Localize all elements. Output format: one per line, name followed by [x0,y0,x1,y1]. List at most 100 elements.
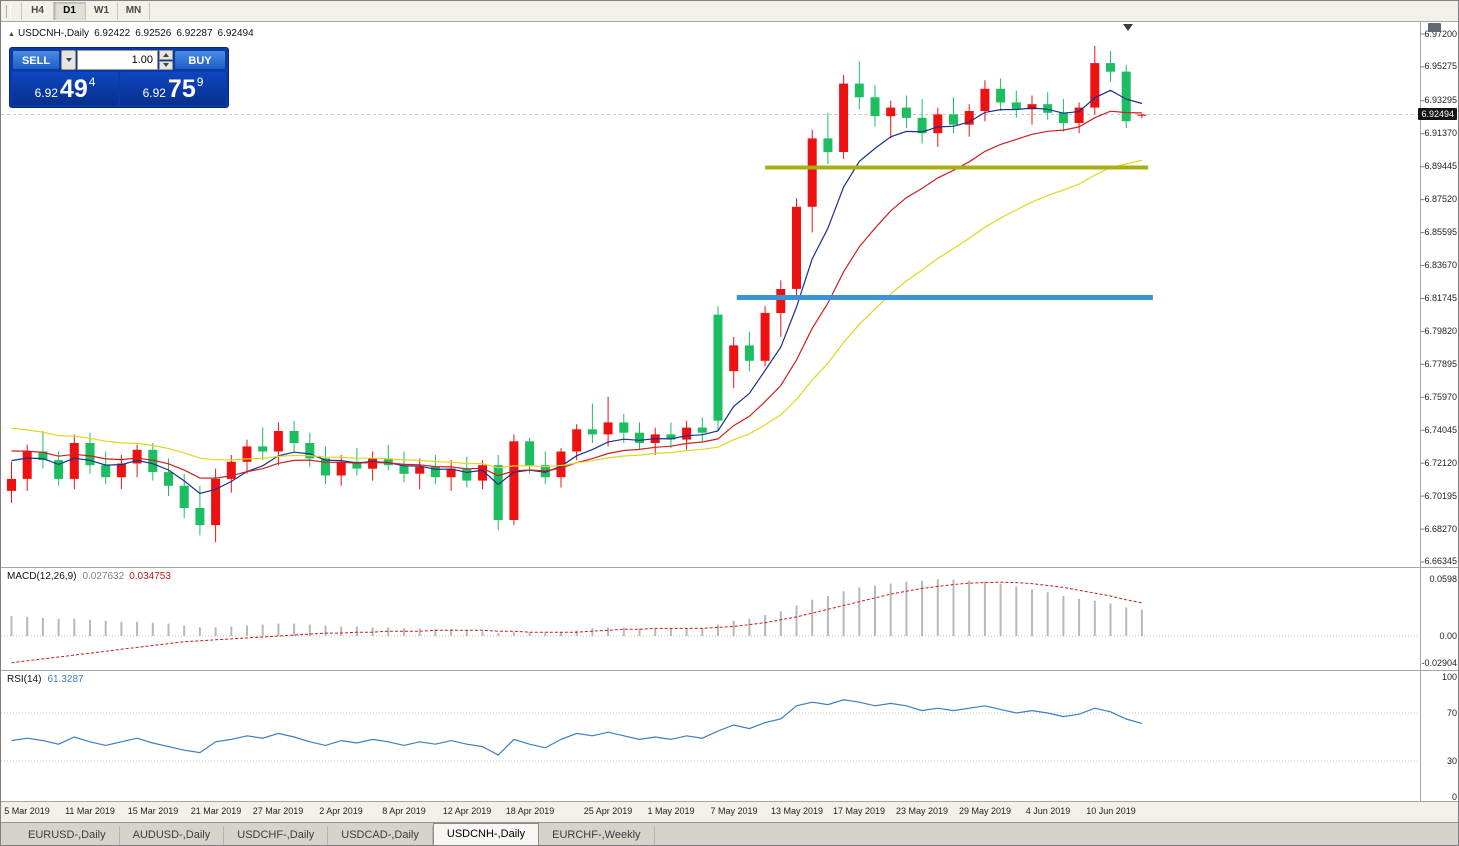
current-price-tag: 6.92494 [1418,108,1457,120]
rsi-indicator-label: RSI(14) 61.3287 [7,674,84,685]
candle-body [7,478,16,491]
timeframe-button-mn[interactable]: MN [118,2,150,20]
candle-body [116,463,126,478]
buy-button[interactable]: BUY [174,50,226,70]
timeframe-button-h4[interactable]: H4 [22,2,54,20]
candle-body [949,114,958,125]
candle-body [38,451,48,461]
buy-price-prefix: 6.92 [142,85,166,100]
chart-tab-usdcad[interactable]: USDCAD-,Daily [328,826,433,845]
rsi-line [11,699,1143,756]
sell-price-display[interactable]: 6.92 49 4 [12,72,118,105]
candle-body [85,443,95,466]
chart-shift-marker[interactable] [1123,24,1133,31]
candle-body [776,289,786,313]
sell-price-big: 49 [59,74,88,103]
candle-body [22,451,32,479]
rsi-axis-label: 70 [1446,708,1457,718]
symbol-label: USDCNH-,Daily [17,28,90,39]
chart-tab-usdchf[interactable]: USDCHF-,Daily [224,826,329,845]
volume-dropdown-button[interactable] [61,50,76,70]
price-axis-label: 6.85595 [1424,227,1457,237]
candle-body [603,422,613,435]
rsi-axis-label: 30 [1446,756,1457,766]
ohlc-close: 6.92494 [217,28,254,39]
price-axis-label: 6.83670 [1424,260,1457,270]
price-axis-label: 6.70195 [1424,491,1457,501]
candle-body [823,138,833,153]
sell-price-prefix: 6.92 [34,85,58,100]
candle-body [179,485,189,508]
date-axis-label: 10 Jun 2019 [1086,806,1136,816]
chart-tab-audusd[interactable]: AUDUSD-,Daily [120,826,225,845]
candle-body [980,88,990,111]
candle-body [1074,107,1084,123]
moving-average-line [11,89,1143,495]
timeframe-button-d1[interactable]: D1 [54,2,86,20]
ohlc-open: 6.92422 [94,28,131,39]
date-axis-label: 23 May 2019 [895,806,949,816]
macd-signal-value: 0.034753 [129,571,171,582]
chevron-down-icon [163,63,169,68]
candle-body [886,107,896,117]
toolbar-grip[interactable] [6,4,11,18]
candle-body [446,468,456,478]
price-axis-label: 6.95275 [1424,61,1457,71]
candle-body [854,83,864,98]
macd-indicator-label: MACD(12,26,9) 0.027632 0.034753 [7,571,171,582]
date-axis-label: 13 May 2019 [770,806,824,816]
candle-body [666,434,676,440]
sell-button[interactable]: SELL [12,50,60,70]
candle-body [1090,63,1100,108]
chart-tab-eurusd[interactable]: EURUSD-,Daily [15,826,120,845]
trade-panel-controls: SELL BUY [12,50,226,70]
candle-body [352,461,362,469]
price-axis-label: 6.91370 [1424,128,1457,138]
chart-scroll-button[interactable] [1428,23,1441,32]
candle-body [744,345,754,361]
price-axis-label: 6.74045 [1424,425,1457,435]
candle-body [132,449,142,464]
buy-price-display[interactable]: 6.92 75 9 [120,72,226,105]
candle-body [682,427,692,440]
candle-body [933,114,943,134]
rsi-axis-label: 0 [1451,792,1457,802]
candle-body [54,460,64,479]
rsi-title: RSI(14) [7,674,42,685]
chart-tab-eurchf[interactable]: EURCHF-,Weekly [539,826,655,845]
date-axis-label: 25 Apr 2019 [583,806,633,816]
chevron-up-icon [163,52,169,57]
date-axis-label: 1 May 2019 [647,806,695,816]
volume-decrease-button[interactable] [159,60,173,70]
date-axis-label: 15 Mar 2019 [127,806,179,816]
macd-main-value: 0.027632 [82,571,125,582]
candle-body [101,465,111,478]
chart-tab-usdcnh[interactable]: USDCNH-,Daily [432,823,540,845]
candle-body [226,461,236,479]
candle-body [493,465,503,520]
rsi-axis-label: 100 [1441,672,1457,682]
candle-body [729,345,739,372]
candle-body [713,314,723,421]
buy-price-big: 75 [167,74,196,103]
price-axis-label: 6.75970 [1424,392,1457,402]
candle-body [430,466,440,478]
candle-body [368,458,378,469]
chevron-down-icon [65,58,72,62]
timeframe-button-w1[interactable]: W1 [86,2,118,20]
timeframe-toolbar: H4 D1 W1 MN [1,1,1458,22]
date-axis-label: 21 Mar 2019 [190,806,242,816]
candle-body [305,443,315,459]
candle-body [964,111,974,125]
candle-body [399,465,409,474]
collapse-arrow-icon[interactable]: ▲ [8,31,15,38]
volume-input[interactable] [77,50,158,70]
chart-symbol-info: ▲ USDCNH-,Daily 6.92422 6.92526 6.92287 6.924… [8,28,254,39]
candle-body [901,107,911,118]
candle-body [760,312,770,361]
candle-body [509,441,519,520]
volume-increase-button[interactable] [159,50,173,60]
timeframe-buttons-group: H4 D1 W1 MN [21,2,150,20]
rsi-value: 61.3287 [47,674,84,685]
